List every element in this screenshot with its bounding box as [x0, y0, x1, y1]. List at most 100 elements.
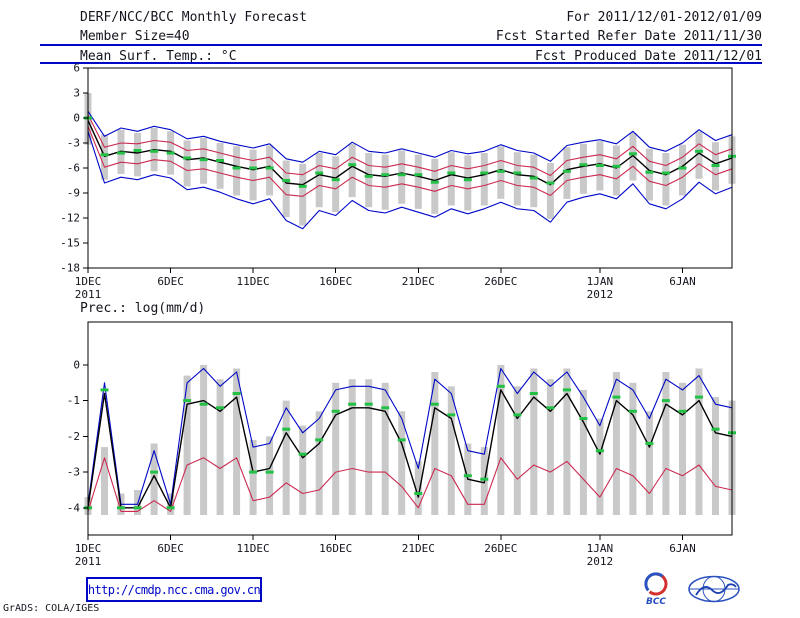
- website-link[interactable]: http://cmdp.ncc.cma.gov.cn: [87, 582, 261, 597]
- axis-label: -9: [67, 187, 80, 200]
- ensemble-spread-bar: [282, 400, 290, 515]
- green-dash-marker: [546, 181, 555, 185]
- green-dash-marker: [430, 402, 439, 406]
- ensemble-spread-bar: [629, 133, 637, 181]
- axis-label: 2011: [75, 555, 102, 568]
- ensemble-spread-bar: [447, 152, 455, 206]
- green-dash-marker: [232, 392, 241, 395]
- ensemble-spread-bar: [695, 131, 703, 179]
- green-dash-marker: [348, 402, 357, 406]
- ensemble-spread-bar: [447, 386, 455, 515]
- green-dash-marker: [612, 395, 621, 399]
- axis-label: 6DEC: [157, 275, 184, 288]
- green-dash-marker: [282, 427, 291, 431]
- green-dash-marker: [298, 184, 307, 188]
- green-dash-marker: [529, 176, 538, 180]
- ensemble-spread-bar: [249, 149, 257, 201]
- ensemble-spread-bar: [414, 154, 422, 209]
- green-dash-marker: [216, 159, 225, 162]
- green-dash-marker: [397, 173, 406, 177]
- globe-logo: [688, 575, 740, 603]
- green-dash-marker: [678, 409, 687, 413]
- green-dash-marker: [199, 402, 208, 406]
- axis-label: -2: [67, 430, 80, 443]
- ensemble-spread-bar: [381, 154, 389, 210]
- axis-label: -15: [60, 237, 80, 250]
- green-dash-marker: [496, 384, 505, 388]
- blue-upper-envelope-line: [87, 367, 733, 505]
- ensemble-spread-bar: [563, 147, 571, 199]
- ensemble-spread-bar: [530, 368, 538, 515]
- ensemble-spread-bar: [629, 382, 637, 515]
- ensemble-spread-bar: [398, 150, 406, 204]
- green-dash-marker: [480, 477, 489, 481]
- header-divider-bottom: [40, 62, 762, 64]
- green-dash-marker: [661, 171, 670, 175]
- green-dash-marker: [199, 158, 208, 162]
- ensemble-spread-bar: [645, 411, 653, 515]
- green-dash-marker: [529, 392, 538, 395]
- ensemble-mean-line: [87, 120, 733, 186]
- green-dash-marker: [397, 438, 406, 442]
- ensemble-spread-bar: [579, 143, 587, 194]
- ensemble-spread-bar: [612, 145, 620, 196]
- green-dash-marker: [381, 406, 390, 410]
- red-lower-envelope-line: [87, 126, 733, 197]
- ensemble-spread-bar: [480, 153, 488, 206]
- ensemble-spread-bar: [464, 155, 472, 211]
- green-dash-marker: [447, 413, 456, 417]
- ensemble-spread-bar: [612, 372, 620, 515]
- axis-label: 11DEC: [237, 542, 270, 555]
- globe-logo-script: [695, 583, 737, 596]
- page-title: DERF/NCC/BCC Monthly Forecast: [80, 10, 307, 25]
- green-dash-marker: [315, 171, 324, 175]
- ensemble-spread-bar: [563, 368, 571, 515]
- green-dash-marker: [364, 402, 373, 406]
- red-lower-envelope-line: [87, 457, 733, 512]
- green-dash-marker: [265, 470, 274, 474]
- ensemble-spread-bar: [645, 148, 653, 201]
- axis-label: -12: [60, 212, 80, 225]
- green-dash-marker: [315, 438, 324, 442]
- ensemble-spread-bar: [233, 368, 241, 515]
- green-dash-marker: [430, 180, 439, 184]
- ensemble-spread-bar: [216, 143, 224, 189]
- green-dash-marker: [282, 179, 291, 182]
- ensemble-spread-bar: [183, 375, 191, 515]
- green-dash-marker: [150, 470, 159, 474]
- precipitation-panel-title: Prec.: log(mm/d): [80, 301, 206, 316]
- green-dash-marker: [513, 413, 522, 417]
- green-dash-marker: [100, 388, 109, 392]
- green-dash-marker: [414, 173, 423, 177]
- green-dash-marker: [711, 427, 720, 431]
- ensemble-spread-bar: [183, 140, 191, 187]
- green-dash-marker: [100, 153, 109, 157]
- grads-credit: GrADS: COLA/IGES: [3, 603, 100, 614]
- ensemble-spread-bar: [200, 364, 208, 515]
- green-dash-marker: [695, 149, 703, 153]
- fcst-produced-date-label: Fcst Produced Date 2011/12/01: [535, 49, 762, 64]
- green-dash-marker: [183, 156, 192, 160]
- ensemble-spread-bar: [233, 146, 241, 196]
- green-dash-marker: [661, 399, 670, 403]
- axis-label: -1: [67, 394, 80, 407]
- green-dash-marker: [117, 151, 125, 155]
- ensemble-spread-bar: [513, 152, 521, 206]
- ensemble-spread-bar: [530, 154, 538, 208]
- green-dash-marker: [645, 170, 654, 174]
- green-dash-marker: [496, 169, 505, 173]
- blue-upper-envelope-line: [87, 110, 733, 163]
- axis-label: -4: [67, 501, 81, 514]
- axis-label: 0: [73, 112, 80, 125]
- axis-label: 6: [73, 62, 80, 75]
- ensemble-spread-bar: [381, 382, 389, 515]
- ensemble-spread-bar: [134, 133, 141, 177]
- axis-label: 6DEC: [157, 542, 184, 555]
- ensemble-spread-bar: [365, 153, 373, 208]
- ensemble-spread-bar: [679, 144, 686, 196]
- bcc-logo-text: BCC: [646, 597, 666, 606]
- green-dash-marker: [216, 406, 225, 410]
- axis-label: 26DEC: [484, 542, 517, 555]
- ensemble-spread-bar: [431, 158, 439, 214]
- green-dash-marker: [463, 474, 472, 478]
